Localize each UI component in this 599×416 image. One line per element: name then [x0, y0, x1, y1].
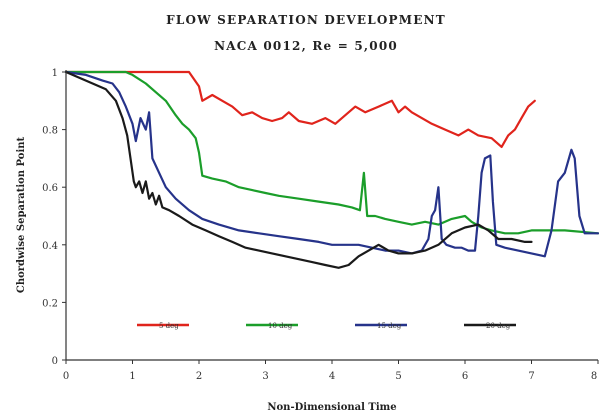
- x-tick-label: 8: [591, 371, 597, 382]
- x-tick-label: 5: [395, 371, 401, 382]
- x-tick-label: 4: [329, 371, 335, 382]
- series-line-15-deg: [64, 70, 599, 258]
- series-layer: [64, 70, 599, 269]
- x-tick-label: 0: [63, 371, 69, 382]
- series-line-20-deg: [64, 70, 533, 269]
- x-tick-label: 7: [528, 371, 534, 382]
- legend-label-20-deg: 20 deg: [486, 322, 511, 330]
- x-tick-label: 1: [129, 371, 135, 382]
- series-line-5-deg: [64, 70, 536, 148]
- chart-subtitle: NACA 0012, Re = 5,000: [214, 39, 398, 53]
- legend-label-5-deg: 5 deg: [159, 322, 179, 330]
- legend-label-10-deg: 10 deg: [268, 322, 293, 330]
- y-tick-label: 0.4: [42, 241, 58, 252]
- x-tick-label: 3: [262, 371, 268, 382]
- y-tick-label: 1: [52, 68, 58, 79]
- legend: 5 deg 10 deg 15 deg 20 deg: [137, 322, 516, 330]
- y-tick-label: 0.6: [42, 183, 58, 194]
- y-tick-label: 0.8: [42, 126, 58, 137]
- y-axis-title: Chordwise Separation Point: [16, 136, 27, 293]
- chart-title: FLOW SEPARATION DEVELOPMENT: [166, 13, 446, 27]
- x-tick-label: 2: [196, 371, 202, 382]
- y-tick-label: 0: [52, 356, 58, 367]
- y-tick-label: 0.2: [42, 298, 58, 309]
- x-axis-title: Non-Dimensional Time: [267, 402, 396, 413]
- x-tick-label: 6: [462, 371, 468, 382]
- axes-layer: 0 1 2 3 4 5 6 7 8 0 0.2 0.4 0.6 0.8 1: [42, 68, 599, 382]
- legend-label-15-deg: 15 deg: [377, 322, 402, 330]
- series-line-10-deg: [64, 70, 599, 235]
